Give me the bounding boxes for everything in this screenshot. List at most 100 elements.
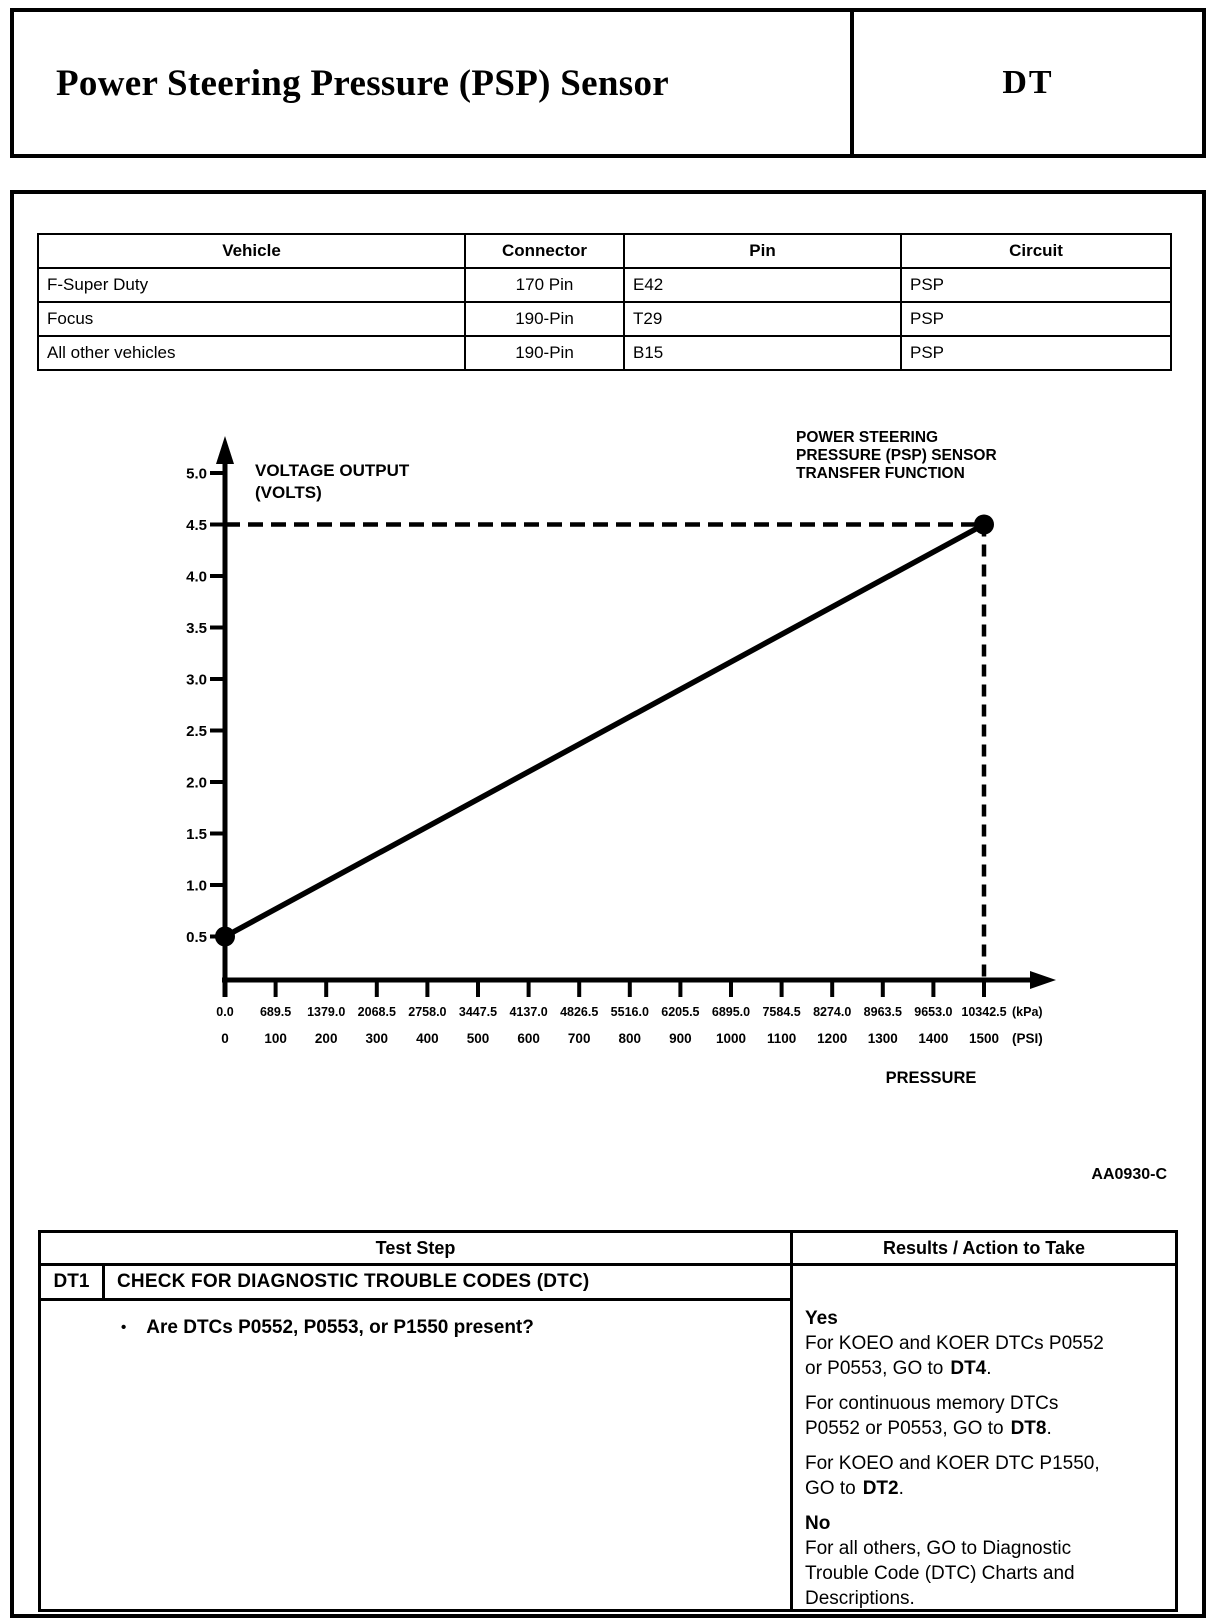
table-cell-circuit: PSP <box>900 301 1172 337</box>
x-tick-label-kpa: 6895.0 <box>712 1005 750 1019</box>
x-tick-label-psi: 1200 <box>817 1031 847 1046</box>
chart-title-line1: POWER STEERING <box>796 429 938 446</box>
x-tick-label-psi: 100 <box>264 1031 287 1046</box>
result-item-suffix: . <box>1046 1418 1052 1439</box>
page-header: Power Steering Pressure (PSP) Sensor DT <box>10 8 1206 158</box>
x-unit-kpa: (kPa) <box>1012 1005 1043 1019</box>
pinpoint-test-code-cell: DT <box>854 12 1202 154</box>
result-item-text: For KOEO and KOER DTC P1550, GO to <box>805 1453 1100 1499</box>
chart-title-line2: PRESSURE (PSP) SENSOR <box>796 447 997 464</box>
data-point <box>215 926 235 947</box>
x-tick-label-kpa: 6205.5 <box>661 1005 699 1019</box>
y-tick-label: 2.5 <box>186 723 207 740</box>
column-header-circuit: Circuit <box>900 233 1172 269</box>
go-to-step-ref: DT2 <box>862 1478 899 1499</box>
axis-ticks <box>210 471 986 997</box>
y-axis-title-line1: VOLTAGE OUTPUT <box>255 461 410 480</box>
result-item-suffix: . <box>898 1478 904 1499</box>
x-unit-psi: (PSI) <box>1012 1031 1043 1046</box>
transfer-function-polyline <box>223 522 986 939</box>
table-cell-circuit: PSP <box>900 335 1172 371</box>
table-cell-vehicle: F-Super Duty <box>37 267 466 303</box>
x-axis <box>222 971 1056 989</box>
go-to-step-ref: DT4 <box>950 1358 987 1379</box>
test-step-title: CHECK FOR DIAGNOSTIC TROUBLE CODES (DTC) <box>117 1271 590 1292</box>
x-tick-label-psi: 900 <box>669 1031 692 1046</box>
x-tick-label-kpa: 4137.0 <box>509 1005 547 1019</box>
result-yes-label: Yes <box>805 1308 838 1329</box>
go-to-step-ref: DT8 <box>1010 1418 1047 1439</box>
x-tick-label-psi: 500 <box>467 1031 490 1046</box>
table-cell-connector: 170 Pin <box>464 267 625 303</box>
x-tick-label-kpa: 10342.5 <box>961 1005 1006 1019</box>
column-header-connector: Connector <box>464 233 625 269</box>
table-cell-connector: 190-Pin <box>464 301 625 337</box>
result-item-suffix: . <box>986 1358 992 1379</box>
y-tick-label: 0.5 <box>186 929 207 946</box>
y-tick-label: 3.0 <box>186 672 207 689</box>
result-item: For continuous memory DTCs P0552 or P055… <box>805 1391 1091 1441</box>
column-header-pin: Pin <box>623 233 902 269</box>
y-tick-labels: 0.5 1.0 1.5 2.0 2.5 3.0 3.5 4.0 4.5 5.0 <box>186 466 207 947</box>
reference-dashed-lines <box>225 522 987 980</box>
x-tick-label-kpa: 2068.5 <box>358 1005 396 1019</box>
x-tick-label-kpa: 8963.5 <box>864 1005 902 1019</box>
x-tick-label-psi: 1000 <box>716 1031 746 1046</box>
x-tick-label-kpa: 4826.5 <box>560 1005 598 1019</box>
column-header-test-step: Test Step <box>375 1237 456 1258</box>
test-table-header-row: Test Step Results / Action to Take <box>41 1233 1175 1266</box>
x-tick-label-psi: 200 <box>315 1031 338 1046</box>
test-step-title-row: DT1 CHECK FOR DIAGNOSTIC TROUBLE CODES (… <box>41 1266 790 1301</box>
column-header-vehicle: Vehicle <box>37 233 466 269</box>
test-table-body: DT1 CHECK FOR DIAGNOSTIC TROUBLE CODES (… <box>41 1266 1175 1611</box>
test-step-question: • Are DTCs P0552, P0553, or P1550 presen… <box>41 1301 790 1340</box>
result-item-text: For KOEO and KOER DTCs P0552 or P0553, G… <box>805 1333 1104 1379</box>
table-cell-pin: T29 <box>623 301 902 337</box>
main-content-box: Vehicle Connector Pin Circuit F-Super Du… <box>10 190 1206 1618</box>
table-cell-vehicle: All other vehicles <box>37 335 466 371</box>
result-item: For KOEO and KOER DTC P1550, GO to DT2. <box>805 1451 1107 1501</box>
y-tick-label: 4.0 <box>186 569 207 586</box>
x-tick-label-psi: 1300 <box>868 1031 898 1046</box>
test-step-question-text: Are DTCs P0552, P0553, or P1550 present? <box>146 1317 534 1338</box>
x-axis-arrow-icon <box>1030 971 1056 989</box>
x-tick-label-kpa: 9653.0 <box>914 1005 952 1019</box>
test-step-id: DT1 <box>41 1266 105 1298</box>
x-tick-label-kpa: 0.0 <box>216 1005 233 1019</box>
table-row: F-Super Duty 170 Pin E42 PSP <box>37 267 1172 303</box>
x-axis-title: PRESSURE <box>886 1069 977 1087</box>
x-tick-label-psi: 1500 <box>969 1031 999 1046</box>
y-axis-arrow-icon <box>216 436 234 464</box>
result-item-text: For continuous memory DTCs P0552 or P055… <box>805 1393 1059 1439</box>
x-tick-label-psi: 0 <box>221 1031 229 1046</box>
x-tick-label-kpa: 5516.0 <box>611 1005 649 1019</box>
x-tick-label-psi: 600 <box>517 1031 540 1046</box>
result-item: For all others, GO to Diagnostic Trouble… <box>805 1538 1075 1609</box>
table-row: Focus 190-Pin T29 PSP <box>37 301 1172 337</box>
table-cell-pin: B15 <box>623 335 902 371</box>
page-title: Power Steering Pressure (PSP) Sensor <box>56 62 669 104</box>
table-cell-vehicle: Focus <box>37 301 466 337</box>
data-point <box>974 514 994 535</box>
table-cell-circuit: PSP <box>900 267 1172 303</box>
result-no-label: No <box>805 1513 831 1534</box>
x-tick-label-psi: 1100 <box>767 1031 796 1046</box>
x-tick-label-kpa: 2758.0 <box>408 1005 446 1019</box>
x-tick-label-psi: 1400 <box>918 1031 948 1046</box>
table-cell-connector: 190-Pin <box>464 335 625 371</box>
x-tick-label-psi: 800 <box>619 1031 642 1046</box>
x-tick-label-psi: 700 <box>568 1031 591 1046</box>
table-cell-pin: E42 <box>623 267 902 303</box>
y-tick-label: 1.0 <box>186 878 207 895</box>
results-cell: Yes For KOEO and KOER DTCs P0552 or P055… <box>790 1266 1175 1611</box>
y-axis-title-line2: (VOLTS) <box>255 483 322 502</box>
y-tick-label: 5.0 <box>186 466 207 483</box>
x-tick-label-kpa: 1379.0 <box>307 1005 345 1019</box>
pinpoint-test-table: Test Step Results / Action to Take DT1 C… <box>38 1230 1178 1612</box>
y-axis <box>216 436 234 991</box>
column-header-results: Results / Action to Take <box>790 1233 1175 1263</box>
x-tick-label-psi: 400 <box>416 1031 439 1046</box>
result-item: For KOEO and KOER DTCs P0552 or P0553, G… <box>805 1331 1107 1381</box>
page-title-cell: Power Steering Pressure (PSP) Sensor <box>14 12 854 154</box>
